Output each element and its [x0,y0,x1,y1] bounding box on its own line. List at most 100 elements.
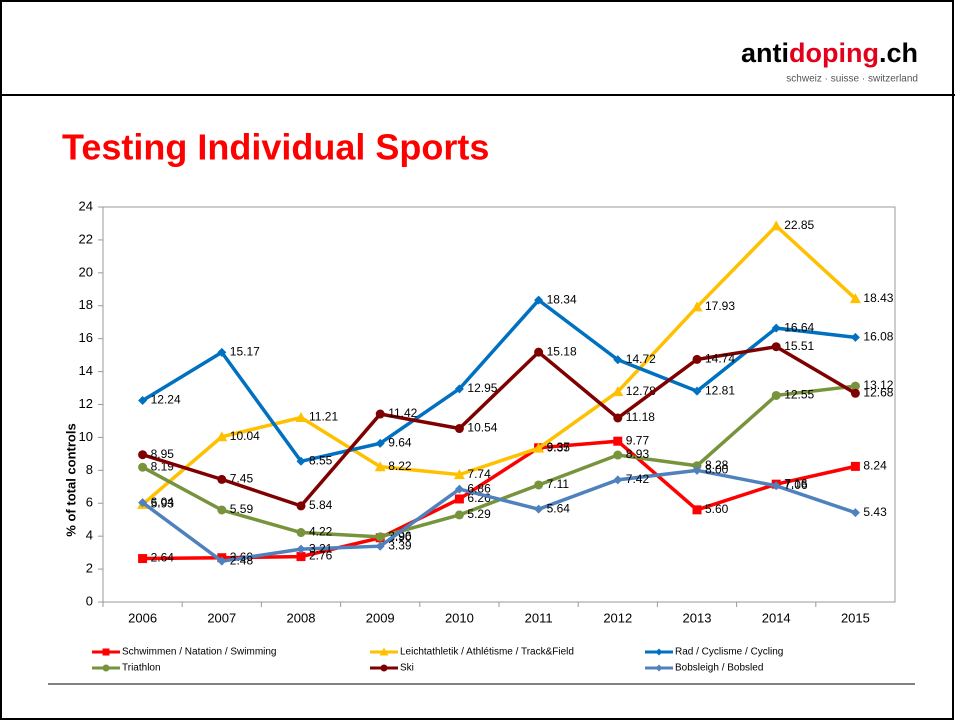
x-tick-label: 2012 [603,610,632,625]
y-tick-label: 14 [79,363,93,378]
data-label: 7.45 [230,472,254,486]
marker [375,541,385,551]
marker [692,354,702,364]
y-tick-label: 24 [79,198,93,213]
marker [771,481,781,491]
marker [379,647,389,656]
marker [613,413,623,423]
data-label: 15.18 [547,344,577,358]
marker [692,505,702,515]
marker [850,332,860,342]
marker [454,384,464,394]
y-axis-label: % of total controls [63,423,78,536]
data-label: 3.39 [388,538,412,552]
data-label: 12.55 [784,388,814,402]
data-label: 7.11 [547,477,570,491]
data-label: 5.59 [230,502,254,516]
marker [454,494,464,504]
x-tick-label: 2009 [366,610,395,625]
x-tick-label: 2013 [683,610,712,625]
data-label: 2.48 [230,553,254,567]
x-tick-label: 2008 [287,610,316,625]
marker [296,528,306,538]
legend-label: Rad / Cyclisme / Cycling [675,647,783,658]
data-label: 5.60 [705,502,729,516]
data-label: 3.21 [309,541,333,555]
marker [692,465,702,475]
data-label: 11.21 [309,410,338,424]
x-tick-label: 2007 [207,610,236,625]
logo: antidoping.ch [741,38,918,68]
marker [771,390,781,400]
data-label: 10.04 [230,429,260,443]
x-tick-label: 2014 [762,610,791,625]
marker [217,474,227,484]
data-label: 22.85 [784,218,814,232]
marker [770,220,782,231]
data-label: 5.84 [309,498,333,512]
data-label: 15.17 [230,344,260,358]
marker [850,508,860,518]
data-label: 13.12 [863,378,893,392]
data-label: 12.95 [467,381,497,395]
data-label: 18.43 [863,291,893,305]
y-tick-label: 18 [79,297,93,312]
marker [534,504,544,514]
series-line [142,439,856,561]
marker [655,648,663,656]
marker [138,554,148,564]
data-label: 5.93 [151,497,175,511]
y-tick-label: 2 [86,561,93,576]
marker [375,438,385,448]
data-label: 11.42 [388,406,417,420]
marker [454,424,464,434]
data-label: 6.86 [467,481,491,495]
x-tick-label: 2006 [128,610,157,625]
y-tick-label: 16 [79,330,93,345]
marker [850,461,860,471]
marker [534,295,544,305]
marker [374,461,386,472]
marker [296,501,306,511]
plot-area [102,206,896,603]
data-label: 8.28 [705,458,729,472]
data-label: 11.18 [626,410,655,424]
marker [613,450,623,460]
data-label: 7.42 [626,472,650,486]
marker [217,556,227,566]
data-label: 8.95 [151,447,175,461]
marker [771,323,781,333]
data-label: 3.96 [388,529,412,543]
data-label: 18.34 [547,292,577,306]
data-label: 9.37 [547,440,571,454]
marker [850,381,860,391]
marker [454,484,464,494]
marker [692,461,702,471]
marker [533,442,545,453]
data-label: 9.64 [388,436,412,450]
data-label: 14.72 [626,352,656,366]
y-tick-label: 20 [79,264,93,279]
marker [613,355,623,365]
y-tick-label: 0 [86,593,93,608]
marker [217,505,227,515]
legend-label: Schwimmen / Natation / Swimming [122,647,277,658]
marker [453,469,465,480]
logo-part: doping [789,38,879,68]
data-label: 12.24 [151,393,181,407]
data-label: 2.76 [309,549,333,563]
y-tick-label: 6 [86,495,93,510]
data-label: 17.93 [705,299,735,313]
marker [138,498,148,508]
data-label: 8.55 [309,453,333,467]
y-tick-label: 8 [86,462,93,477]
marker [655,664,663,672]
marker [138,396,148,406]
data-label: 14.74 [705,352,735,366]
marker [692,386,702,396]
data-label: 8.22 [388,459,412,473]
data-label: 16.08 [863,330,893,344]
data-label: 9.35 [547,440,571,454]
marker [102,648,110,656]
